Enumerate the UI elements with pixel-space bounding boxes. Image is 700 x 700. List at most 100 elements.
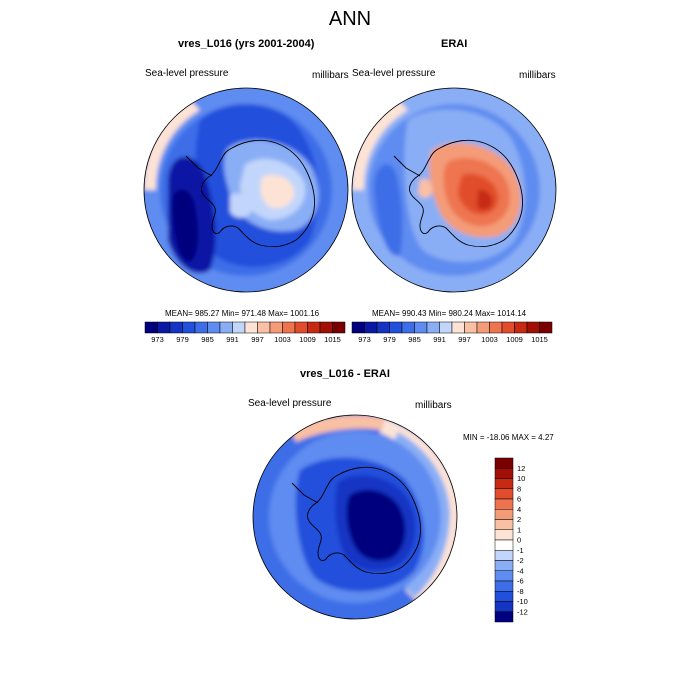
mapB-coastline — [409, 139, 523, 248]
colorbar-swatch — [157, 321, 171, 334]
colorbar-swatch — [401, 321, 415, 334]
colorbar-tick-label: 1015 — [531, 335, 548, 344]
colorbar-swatch — [319, 321, 333, 334]
colorbar-swatch — [494, 611, 514, 623]
colorbar-swatch — [494, 550, 514, 561]
colorbar-swatch — [376, 321, 390, 334]
panel2-units-label: millibars — [519, 70, 556, 81]
colorbar-swatch — [232, 321, 246, 334]
colorbar-panel1: 973 979 985 991 997 1003 1009 1015 — [144, 321, 346, 344]
colorbar-tick-label: 1009 — [506, 335, 523, 344]
colorbar-tick-label: 985 — [201, 335, 214, 344]
colorbar-swatch — [294, 321, 308, 334]
colorbar-swatch — [269, 321, 283, 334]
colorbar-swatch — [414, 321, 428, 334]
colorbar-swatch — [182, 321, 196, 334]
colorbar-tick-label: 0 — [517, 536, 521, 545]
colorbar-swatch — [494, 591, 514, 602]
mapA-cell — [260, 174, 295, 209]
colorbar-swatch — [332, 321, 346, 334]
colorbar-swatch — [494, 529, 514, 541]
mapC-peninsula — [291, 482, 319, 504]
colorbar-tick-label: 973 — [358, 335, 371, 344]
colorbar-tick-label: 979 — [176, 335, 189, 344]
mapC-cell — [346, 489, 406, 561]
colorbar-swatch — [494, 539, 514, 551]
mapA-peninsula — [185, 155, 213, 177]
mapA-ring — [144, 100, 200, 190]
colorbar-swatch — [494, 498, 514, 510]
mapB-peninsula — [393, 155, 421, 177]
panel3-units-label: millibars — [415, 400, 452, 411]
colorbar-tick-label: 8 — [517, 484, 521, 493]
map-difference — [252, 414, 458, 620]
colorbar-tick-label: 10 — [517, 474, 525, 483]
colorbar-swatch — [494, 519, 514, 530]
colorbar-swatch — [494, 478, 514, 489]
colorbar-swatch — [494, 488, 514, 500]
colorbar-swatch — [426, 321, 440, 334]
colorbar-swatch — [514, 321, 528, 334]
colorbar-tick-label: -1 — [517, 546, 524, 555]
colorbar-tick-label: 4 — [517, 505, 521, 514]
mapC-coastline — [307, 466, 421, 575]
panel3-left-label: Sea-level pressure — [248, 398, 332, 409]
colorbar-tick-label: 12 — [517, 464, 525, 473]
colorbar-tick-label: -10 — [517, 597, 528, 606]
panel3-title: vres_L016 - ERAI — [300, 368, 390, 380]
mapB-cell — [374, 164, 403, 256]
colorbar-swatch — [494, 509, 514, 520]
colorbar-swatch — [351, 321, 365, 334]
colorbar-swatch — [464, 321, 478, 334]
mapB-border — [351, 87, 557, 293]
colorbar-tick-label: 1015 — [324, 335, 341, 344]
colorbar-tick-label: 1 — [517, 525, 521, 534]
colorbar-swatch — [501, 321, 515, 334]
mapC-border — [252, 414, 458, 620]
colorbar-swatch — [169, 321, 183, 334]
colorbar-tick-label: 991 — [433, 335, 446, 344]
panel1-stats: MEAN= 985.27 Min= 971.48 Max= 1001.16 — [165, 309, 320, 318]
map-vres-l016 — [143, 87, 349, 293]
panel1-left-label: Sea-level pressure — [145, 68, 229, 79]
mapA-coastline — [201, 139, 315, 248]
colorbar-tick-label: -2 — [517, 556, 524, 565]
colorbar-swatch — [494, 468, 514, 479]
colorbar-tick-label: 973 — [151, 335, 164, 344]
mapC-cell — [392, 432, 450, 598]
colorbar-swatch — [307, 321, 321, 334]
colorbar-tick-label: -8 — [517, 587, 524, 596]
colorbar-swatch — [244, 321, 258, 334]
colorbar-swatch — [476, 321, 490, 334]
colorbar-tick-label: 997 — [458, 335, 471, 344]
colorbar-swatch — [494, 570, 514, 582]
colorbar-swatch — [494, 601, 514, 612]
colorbar-swatch — [439, 321, 453, 334]
colorbar-swatch — [539, 321, 553, 334]
colorbar-swatch — [494, 580, 514, 592]
colorbar-swatch — [282, 321, 296, 334]
colorbar-swatch — [144, 321, 158, 334]
panel1-units-label: millibars — [312, 70, 349, 81]
colorbar-swatch — [494, 560, 514, 571]
colorbar-tick-label: 991 — [226, 335, 239, 344]
mapA-border — [143, 87, 349, 293]
colorbar-tick-label: 979 — [383, 335, 396, 344]
colorbar-tick-label: -4 — [517, 566, 524, 575]
mapB-ring — [352, 100, 408, 190]
mapB-cell — [418, 178, 433, 198]
panel1-title: vres_L016 (yrs 2001-2004) — [178, 38, 315, 50]
colorbar-tick-label: 997 — [251, 335, 264, 344]
map-erai — [351, 87, 557, 293]
panel3-stats: MIN = -18.06 MAX = 4.27 — [463, 433, 554, 442]
colorbar-panel2: 973 979 985 991 997 1003 1009 1015 — [351, 321, 553, 344]
colorbar-swatch — [364, 321, 378, 334]
colorbar-tick-label: 1003 — [274, 335, 291, 344]
panel2-stats: MEAN= 990.43 Min= 980.24 Max= 1014.14 — [372, 309, 527, 318]
colorbar-swatch — [219, 321, 233, 334]
mapB-cell — [477, 189, 493, 210]
panel2-left-label: Sea-level pressure — [352, 68, 436, 79]
colorbar-swatch — [526, 321, 540, 334]
